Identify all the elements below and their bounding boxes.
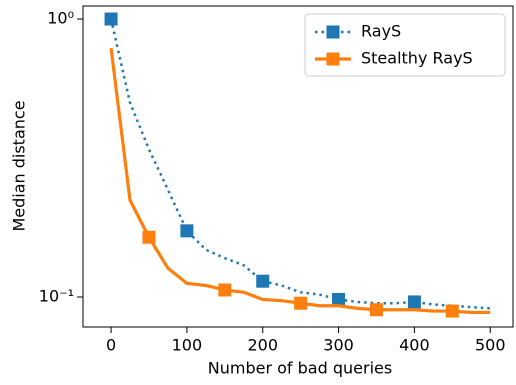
x-tick-label: 0 <box>106 336 116 355</box>
plot-frame <box>82 5 514 328</box>
x-tick-label: 100 <box>172 336 203 355</box>
legend-label: Stealthy RayS <box>361 49 473 68</box>
series-line <box>109 47 491 315</box>
x-tick-label: 200 <box>247 336 278 355</box>
series-marker <box>407 295 421 309</box>
y-axis-label: Median distance <box>10 100 29 231</box>
series-marker <box>142 230 156 244</box>
series-marker <box>332 292 346 306</box>
series-marker <box>445 304 459 318</box>
legend-box <box>304 13 506 77</box>
series-marker <box>294 296 308 310</box>
series-marker <box>369 303 383 317</box>
series-marker <box>180 224 194 238</box>
y-tick-label: 10⁰ <box>47 9 74 28</box>
x-tick-label: 500 <box>475 336 506 355</box>
legend-marker <box>326 52 340 66</box>
x-tick-label: 400 <box>399 336 430 355</box>
x-tick-label: 300 <box>323 336 354 355</box>
legend: RayS Stealthy RayS <box>304 13 506 77</box>
legend-marker <box>326 25 340 39</box>
legend-label: RayS <box>361 22 401 41</box>
y-tick-label: 10⁻¹ <box>39 287 74 306</box>
series-marker <box>218 283 232 297</box>
x-axis-label: Number of bad queries <box>208 359 392 378</box>
series-marker <box>104 12 118 26</box>
series-line <box>109 18 491 310</box>
series-marker <box>256 274 270 288</box>
